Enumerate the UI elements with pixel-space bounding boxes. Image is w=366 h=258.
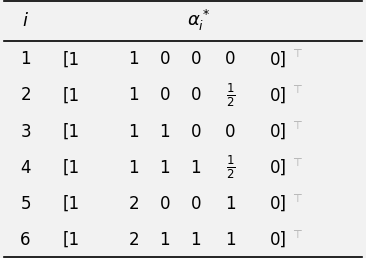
Text: [1: [1: [63, 50, 80, 68]
Text: 1: 1: [20, 50, 31, 68]
Text: 1: 1: [128, 50, 139, 68]
Text: 1: 1: [225, 231, 236, 249]
Text: [1: [1: [63, 123, 80, 141]
Text: 0]: 0]: [270, 195, 287, 213]
Text: 0]: 0]: [270, 50, 287, 68]
Text: [1: [1: [63, 86, 80, 104]
Text: 0]: 0]: [270, 231, 287, 249]
Text: 0: 0: [160, 86, 170, 104]
Text: 2: 2: [128, 231, 139, 249]
Text: $\top$: $\top$: [290, 120, 303, 131]
Text: 0: 0: [160, 195, 170, 213]
Text: 0: 0: [191, 123, 201, 141]
Text: $\top$: $\top$: [290, 48, 303, 59]
Text: $\alpha_i^*$: $\alpha_i^*$: [187, 8, 210, 33]
Text: [1: [1: [63, 231, 80, 249]
Text: 0: 0: [191, 50, 201, 68]
Text: 3: 3: [20, 123, 31, 141]
Text: 0]: 0]: [270, 123, 287, 141]
Text: 1: 1: [225, 195, 236, 213]
Text: 4: 4: [20, 159, 31, 177]
Text: [1: [1: [63, 195, 80, 213]
Text: 0: 0: [191, 86, 201, 104]
Text: $\top$: $\top$: [290, 157, 303, 167]
Text: 1: 1: [159, 123, 170, 141]
Text: 1: 1: [159, 231, 170, 249]
Text: 1: 1: [128, 86, 139, 104]
Text: 2: 2: [20, 86, 31, 104]
Text: 6: 6: [20, 231, 31, 249]
Text: 0: 0: [191, 195, 201, 213]
Text: $\top$: $\top$: [290, 193, 303, 204]
Text: 0]: 0]: [270, 86, 287, 104]
Text: 0: 0: [225, 123, 236, 141]
Text: $\frac{1}{2}$: $\frac{1}{2}$: [226, 154, 235, 181]
Text: 0: 0: [225, 50, 236, 68]
Text: $\frac{1}{2}$: $\frac{1}{2}$: [226, 82, 235, 109]
Text: 1: 1: [190, 231, 201, 249]
Text: [1: [1: [63, 159, 80, 177]
Text: $\top$: $\top$: [290, 229, 303, 240]
Text: 0: 0: [160, 50, 170, 68]
Text: 1: 1: [128, 123, 139, 141]
Text: 0]: 0]: [270, 159, 287, 177]
Text: 1: 1: [159, 159, 170, 177]
Text: $\top$: $\top$: [290, 84, 303, 95]
Text: 1: 1: [128, 159, 139, 177]
Text: 2: 2: [128, 195, 139, 213]
Text: 1: 1: [190, 159, 201, 177]
Text: $\mathit{i}$: $\mathit{i}$: [22, 12, 29, 30]
Text: 5: 5: [20, 195, 31, 213]
